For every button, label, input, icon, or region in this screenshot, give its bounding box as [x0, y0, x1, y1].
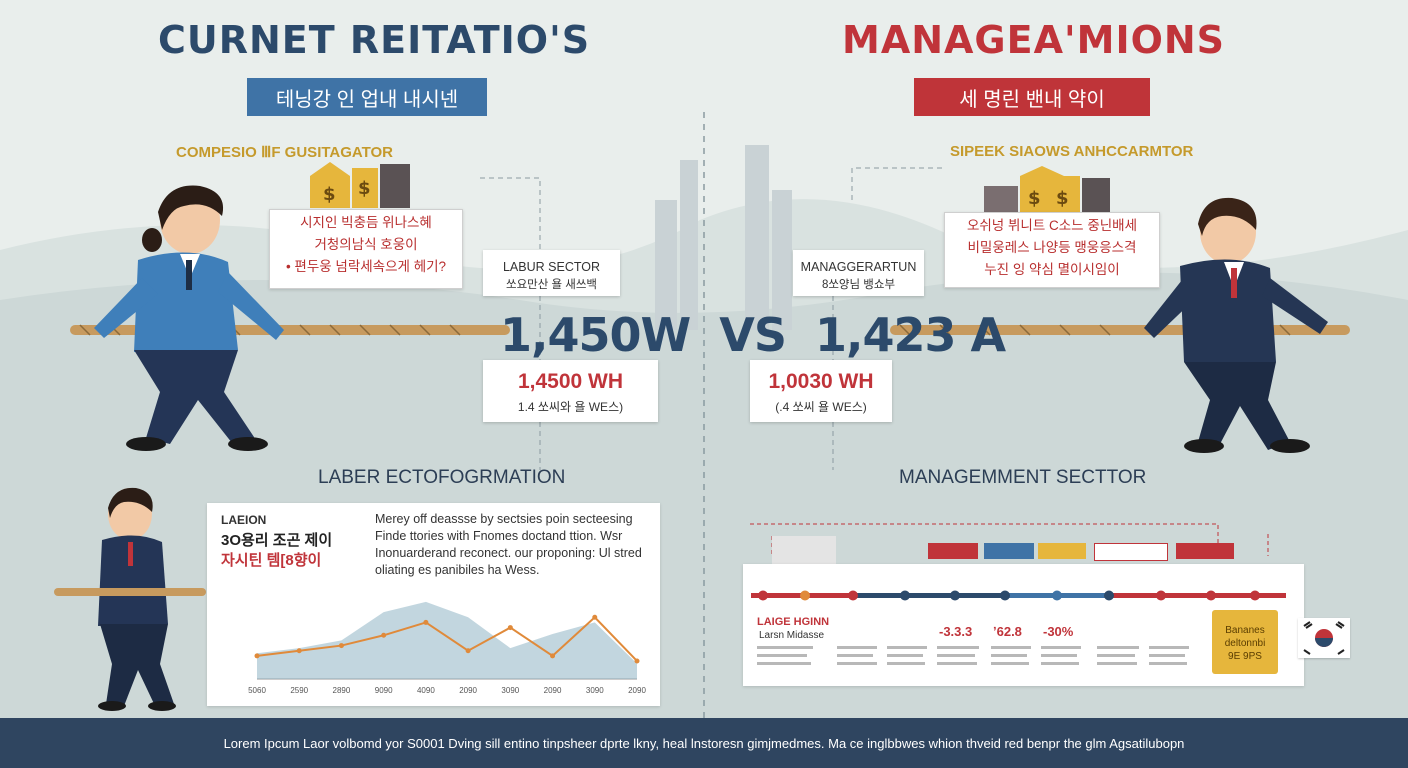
labor-wage-card: 1,4500 WH 1.4 쏘씨와 욜 WE스) [483, 360, 658, 422]
timeline-tag-blue [984, 543, 1034, 559]
data-point [550, 653, 556, 659]
vs-label: VS [719, 308, 787, 362]
labor-panel-body-line: Inonuarderand reconect. our proponing: U… [375, 546, 642, 560]
timeline-detail-lines [757, 646, 1189, 665]
highlight-box: Bananes deltonnbi 9E 9PS [1212, 610, 1278, 674]
small-worker-figure [54, 487, 206, 711]
timeline-bar [751, 590, 1286, 601]
management-sector-sub: 8쏘양님 뱅쇼부 [821, 279, 896, 291]
management-section-title: MANAGEMMENT SECTTOR [899, 467, 1147, 488]
svg-text:$: $ [358, 178, 371, 199]
korea-flag-icon [1298, 618, 1350, 658]
svg-text:$: $ [1056, 188, 1069, 209]
line-series-1 [256, 615, 638, 662]
manager-figure [1144, 197, 1328, 453]
timeline-tag-gold [1038, 543, 1086, 559]
area-series-0 [257, 601, 637, 679]
labor-sector-sub: 쏘요만산 욜 새쓰백 [505, 279, 598, 291]
quote-line: • 편두웅 넘락세속으게 헤기? [285, 259, 447, 274]
x-tick-label: 5060 [248, 686, 266, 695]
management-timeline-panel: LAIGE HGINN Larsn Midasse -3.3.3 ʼ62.8 -… [743, 564, 1304, 686]
highlight-text: Bananes deltonnbi 9E 9PS [1224, 625, 1266, 662]
data-point [254, 653, 260, 659]
management-quote-box: 오쉬넝 뷔니트 C소느 중닌배세 비밀웅레스 나양등 맹웅응스격 누진 잉 약심… [944, 212, 1160, 288]
data-point [465, 648, 471, 654]
labor-title: CURNET REITATIO'S [158, 18, 591, 62]
x-tick-label: 4090 [417, 686, 435, 695]
data-point [634, 658, 640, 664]
labor-section-title: LABER ECTOFOGRMATION [318, 467, 566, 488]
data-point [296, 648, 302, 654]
management-title: MANAGEA'MIONS [842, 18, 1226, 62]
x-tick-label: 2090 [628, 686, 646, 695]
labor-panel-line2: 자시틴 템[8향이 [221, 552, 322, 569]
svg-text:$: $ [323, 184, 336, 205]
management-sector-title: MANAGGERARTUN [800, 260, 917, 274]
timeline-tag-outline [1094, 543, 1168, 561]
management-wage-headline: 1,423 A [815, 308, 1006, 362]
management-wage-value: 1,0030 WH [768, 370, 874, 393]
quote-line: 오쉬넝 뷔니트 C소느 중닌배세 [966, 218, 1138, 233]
quote-line: 누진 잉 약심 멸이시임이 [984, 262, 1120, 277]
labor-sector-title: LABUR SECTOR [502, 260, 600, 274]
x-tick-label: 3090 [586, 686, 604, 695]
money-building-icon: $ $ [310, 162, 410, 208]
svg-text:$: $ [1028, 188, 1041, 209]
labor-panel-line1: 3O용리 조곤 제이 [221, 532, 333, 549]
labor-banner: 테닝강 인 업내 내시넨 [247, 78, 487, 116]
quote-line: 거청의남식 호웅이 [314, 237, 418, 252]
metric-value: -3.3.3 [939, 624, 973, 639]
footer-text: Lorem Ipcum Laor volbomd yor S0001 Dving… [223, 735, 1185, 751]
timeline-tag-red-2 [1176, 543, 1234, 559]
x-tick-label: 9090 [375, 686, 393, 695]
labor-chart-panel: LAEION 3O용리 조곤 제이 자시틴 템[8향이 Merey off de… [207, 503, 660, 706]
timeline-tag-red [928, 543, 978, 559]
data-point [592, 614, 598, 620]
labor-wage-value: 1,4500 WH [517, 370, 624, 393]
x-tick-label: 2090 [544, 686, 562, 695]
data-point [381, 632, 387, 638]
labor-area-chart: 5060 2590 2890 9090 4090 2090 3090 2090 3090 2090 [248, 601, 646, 695]
labor-quote-box: 시지인 빅충듬 위나스혜 거청의남식 호웅이 • 편두웅 넘락세속으게 헤기? [269, 209, 463, 289]
x-tick-label: 3090 [501, 686, 519, 695]
metric-value: ʼ62.8 [993, 624, 1022, 639]
timeline-callout-sub: Larsn Midasse [759, 630, 825, 641]
x-tick-label: 2890 [333, 686, 351, 695]
labor-worker-figure [94, 185, 284, 451]
management-banner: 세 명린 밴내 약이 [914, 78, 1150, 116]
x-tick-label: 2590 [290, 686, 308, 695]
management-wage-card: 1,0030 WH (.4 쏘씨 욜 WE스) [750, 360, 892, 422]
quote-line: 시지인 빅충듬 위나스혜 [300, 215, 432, 230]
data-point [423, 619, 429, 625]
timeline-callout-title: LAIGE HGINN [757, 616, 830, 628]
money-building-icon-right: $ $ [984, 166, 1110, 214]
labor-subhead: COMPESIO ⅢF GUSITAGATOR [176, 144, 394, 161]
vs-comparison: 1,450W VS 1,423 A [500, 308, 1006, 362]
management-wage-sub: (.4 쏘씨 욜 WE스) [775, 400, 867, 414]
management-subhead: SIPEEK SIAOWS ANHCCARMTOR [950, 143, 1194, 160]
labor-wage-headline: 1,450W [500, 308, 691, 362]
labor-panel-body-line: Finde ttories with Fnomes doctand ttion.… [375, 529, 623, 543]
labor-panel-body-line: oliating es panibiles ha Wess. [375, 563, 540, 577]
quote-line: 비밀웅레스 나양등 맹웅응스격 [967, 240, 1137, 255]
data-point [507, 625, 513, 631]
labor-sector-card: LABUR SECTOR 쏘요만산 욜 새쓰백 [483, 250, 620, 296]
labor-panel-body-line: Merey off deassse by sectsies poin secte… [375, 512, 633, 526]
management-sector-card: MANAGGERARTUN 8쏘양님 뱅쇼부 [793, 250, 924, 296]
x-tick-label: 2090 [459, 686, 477, 695]
metric-value: -30% [1043, 624, 1074, 639]
labor-wage-sub: 1.4 쏘씨와 욜 WE스) [517, 400, 624, 414]
footer-bar: Lorem Ipcum Laor volbomd yor S0001 Dving… [0, 718, 1408, 768]
data-point [338, 643, 344, 649]
labor-panel-label: LAEION [221, 513, 267, 527]
